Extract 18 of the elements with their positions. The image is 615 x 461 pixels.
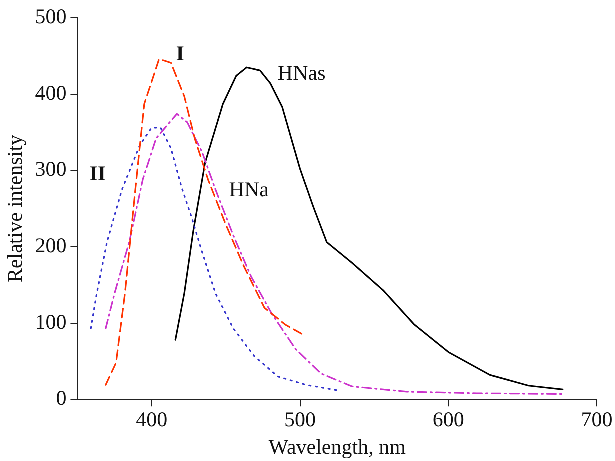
y-axis-title: Relative intensity [3, 134, 28, 283]
x-tick-label: 400 [136, 408, 168, 432]
y-tick-label: 100 [35, 310, 67, 334]
series-label: II [90, 161, 106, 186]
x-tick-label: 500 [284, 408, 316, 432]
y-tick-label: 500 [35, 4, 67, 29]
line-series [105, 113, 566, 396]
series-label: I [176, 42, 184, 66]
x-tick-label: 600 [432, 408, 464, 432]
line-series [90, 127, 338, 392]
y-tick-label: 300 [35, 157, 67, 182]
series-label: HNas [278, 61, 326, 86]
y-tick-label: 400 [35, 80, 67, 105]
series-label: HNa [229, 178, 270, 202]
x-axis-title: Wavelength, nm [268, 434, 406, 459]
y-tick-label: 0 [56, 386, 67, 410]
x-tick-label: 700 [581, 408, 613, 432]
y-tick-label: 200 [35, 233, 67, 258]
